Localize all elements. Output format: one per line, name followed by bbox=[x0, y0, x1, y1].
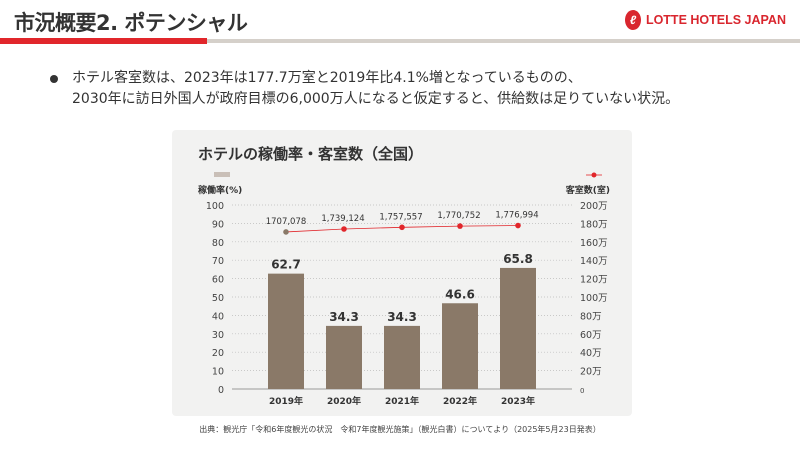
y-tick-left: 30 bbox=[212, 330, 224, 341]
x-tick: 2023年 bbox=[501, 395, 535, 407]
line-point bbox=[515, 222, 521, 229]
bar-label: 62.7 bbox=[271, 258, 301, 272]
source-note: 出典：観光庁「令和6年度観光の状況 令和7年度観光施策」（観光白書）についてより… bbox=[199, 425, 601, 434]
bar bbox=[384, 325, 420, 389]
bullet-line-2: 2030年に訪日外国人が政府目標の6,000万人になると仮定すると、供給数は足り… bbox=[72, 91, 680, 107]
bar bbox=[326, 325, 362, 389]
bar bbox=[500, 267, 536, 389]
y-tick-left: 0 bbox=[218, 385, 224, 396]
bar-label: 65.8 bbox=[503, 252, 533, 266]
bullet-icon bbox=[50, 75, 58, 83]
y-label-right: 客室数(室) bbox=[565, 184, 610, 196]
bar-label: 34.3 bbox=[387, 310, 417, 324]
y-tick-right: 20万 bbox=[580, 367, 602, 378]
bullet-line-1: ホテル客室数は、2023年は177.7万室と2019年比4.1%増となっているも… bbox=[72, 70, 582, 86]
x-tick: 2022年 bbox=[443, 395, 477, 407]
y-tick-left: 50 bbox=[212, 293, 224, 304]
lotte-logo-icon: ℓ bbox=[624, 10, 641, 30]
bar-label: 34.3 bbox=[329, 310, 359, 324]
y-tick-right: 120万 bbox=[580, 275, 608, 286]
y-tick-right: 140万 bbox=[580, 256, 608, 267]
x-tick: 2019年 bbox=[269, 395, 303, 407]
y-tick-left: 20 bbox=[212, 348, 224, 359]
logo-text: LOTTE HOTELS JAPAN bbox=[645, 13, 786, 27]
y-tick-left: 80 bbox=[212, 238, 224, 249]
legend-bar-swatch bbox=[214, 172, 230, 177]
y-tick-right: 160万 bbox=[580, 238, 608, 249]
line-label: 1,776,994 bbox=[495, 211, 538, 221]
bar bbox=[442, 303, 478, 389]
chart-title: ホテルの稼働率・客室数（全国） bbox=[198, 145, 424, 163]
line-label: 1707,078 bbox=[266, 217, 307, 227]
line-label: 1,739,124 bbox=[321, 214, 364, 224]
y-tick-left: 10 bbox=[212, 367, 224, 378]
y-tick-right: 100万 bbox=[580, 293, 608, 304]
legend-line-marker bbox=[591, 172, 597, 178]
y-tick-right: 80万 bbox=[580, 311, 602, 322]
line-point bbox=[341, 226, 347, 232]
y-tick-right: 60万 bbox=[580, 330, 602, 341]
bar-label: 46.6 bbox=[445, 287, 475, 301]
y-tick-left: 60 bbox=[212, 275, 224, 286]
y-tick-left: 100 bbox=[206, 201, 224, 212]
x-tick: 2020年 bbox=[327, 395, 361, 407]
bar bbox=[268, 273, 304, 389]
y-tick-left: 90 bbox=[212, 219, 224, 230]
y-tick-right: 200万 bbox=[580, 201, 608, 212]
header-divider bbox=[207, 39, 800, 43]
line-label: 1,770,752 bbox=[437, 211, 480, 221]
y-tick-right: 180万 bbox=[580, 219, 608, 230]
y-tick-right: 40万 bbox=[580, 348, 602, 359]
line-point bbox=[283, 229, 289, 235]
page-title: 市況概要2. ポテンシャル bbox=[14, 11, 248, 35]
header-accent-bar bbox=[0, 38, 207, 44]
y-tick-right: 0 bbox=[580, 387, 584, 395]
line-label: 1,757,557 bbox=[379, 212, 422, 222]
y-tick-left: 40 bbox=[212, 311, 224, 322]
line-point bbox=[457, 223, 463, 229]
bullet-point: ホテル客室数は、2023年は177.7万室と2019年比4.1%増となっているも… bbox=[50, 68, 679, 110]
x-tick: 2021年 bbox=[385, 395, 419, 407]
y-label-left: 稼働率(%) bbox=[198, 184, 242, 196]
y-tick-left: 70 bbox=[212, 256, 224, 267]
line-point bbox=[399, 224, 405, 231]
logo: ℓ LOTTE HOTELS JAPAN bbox=[624, 10, 786, 30]
